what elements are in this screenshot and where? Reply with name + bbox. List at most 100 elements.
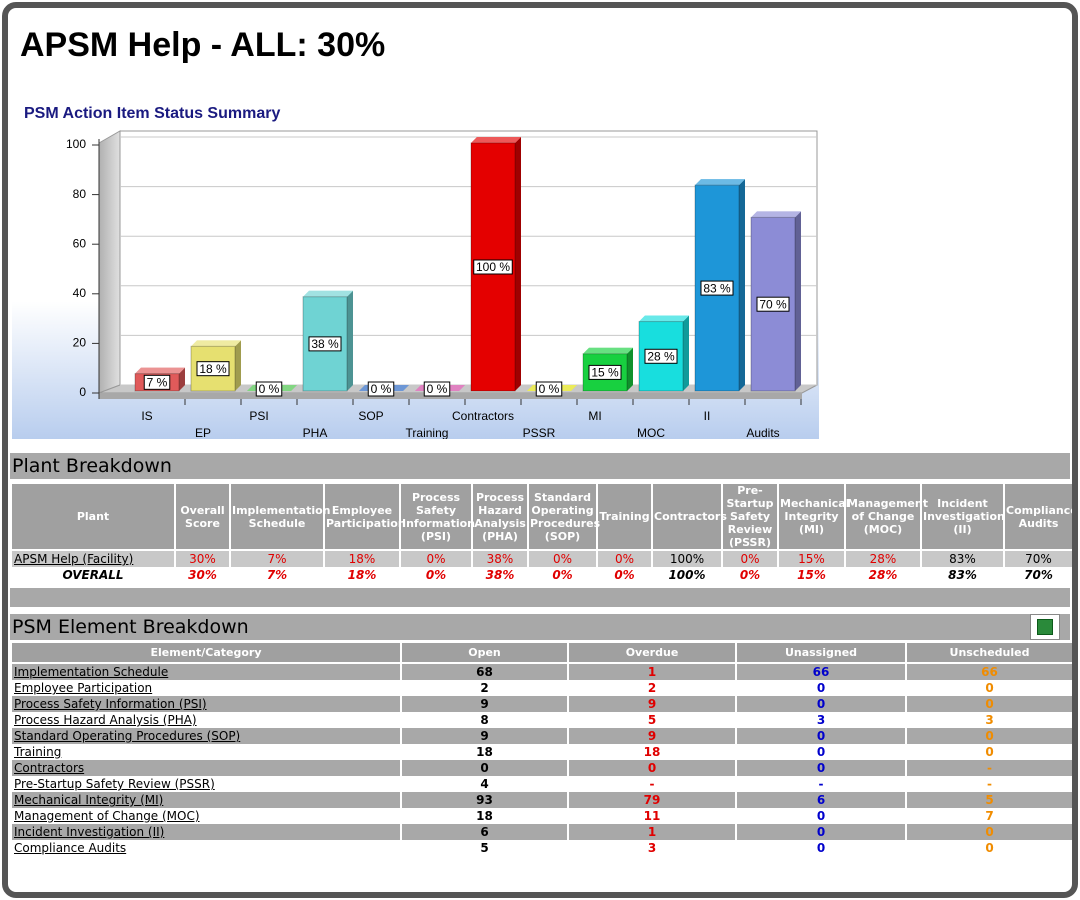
cell: 28% (844, 550, 922, 567)
element-link[interactable]: Standard Operating Procedures (SOP) (14, 729, 241, 743)
element-row: Training 18 18 0 0 (10, 744, 1072, 760)
element-link[interactable]: Training (14, 745, 62, 759)
cell: 3 (567, 840, 737, 856)
overall-row: OVERALL 30% 7% 18% 0% 38% 0% 0% 100% 0% 15% 28% 83% 7… (10, 567, 1072, 583)
value-label-box (143, 374, 171, 390)
element-link[interactable]: Management of Change (MOC) (14, 809, 200, 823)
bar-top (471, 137, 521, 143)
element-link[interactable]: Mechanical Integrity (MI) (14, 793, 164, 807)
bar-side (739, 179, 745, 391)
page-title: APSM Help - ALL: 30% (20, 26, 386, 64)
cell: 18 (567, 744, 737, 760)
element-link[interactable]: Contractors (14, 761, 85, 775)
column-header: Unassigned (735, 641, 907, 664)
bar-side (627, 347, 633, 391)
bar-side-shade (795, 211, 801, 391)
element-row: Process Hazard Analysis (PHA) 8 5 3 3 (10, 712, 1072, 728)
cell: 5 (567, 712, 737, 728)
export-excel-button[interactable] (1030, 614, 1060, 640)
cell: 15% (777, 567, 846, 583)
column-header: Implementation Schedule (229, 482, 331, 551)
bar-top (583, 347, 633, 354)
cell: 93 (400, 792, 569, 808)
cell: 0 (735, 824, 907, 840)
bar-top (191, 340, 241, 347)
bar-side (347, 290, 353, 391)
element-row: Incident Investigation (II) 6 1 0 0 (10, 824, 1072, 840)
cell: 0 (735, 760, 907, 776)
y-tick-label: 0 (79, 385, 86, 399)
element-link[interactable]: Incident Investigation (II) (14, 825, 165, 839)
floor-edge (99, 393, 802, 399)
bar-side-shade (347, 290, 353, 391)
x-tick-label: II (704, 409, 711, 423)
cell: OVERALL (10, 567, 176, 583)
x-tick-label: PHA (303, 426, 328, 439)
y-tick-label: 100 (66, 137, 86, 151)
value-label-box (473, 259, 513, 275)
cell: 0 (735, 680, 907, 696)
cell: 0 (735, 808, 907, 824)
bar-top (135, 367, 185, 374)
cell: 0% (399, 567, 473, 583)
element-link[interactable]: Pre-Startup Safety Review (PSSR) (14, 777, 215, 791)
column-header: Process Safety Information (PSI) (399, 482, 475, 551)
cell: Incident Investigation (II) (10, 824, 402, 840)
cell: 9 (567, 696, 737, 712)
element-link[interactable]: Process Safety Information (PSI) (14, 697, 207, 711)
cell: 0 (905, 824, 1072, 840)
cell: Process Hazard Analysis (PHA) (10, 712, 402, 728)
element-link[interactable]: Process Hazard Analysis (PHA) (14, 713, 197, 727)
cell: 6 (400, 824, 569, 840)
cell: 0% (721, 567, 779, 583)
cell: 66 (735, 663, 907, 680)
column-header: Training (596, 482, 653, 551)
cell: 18% (323, 550, 401, 567)
cell: 3 (735, 712, 907, 728)
element-link[interactable]: Implementation Schedule (14, 665, 169, 679)
value-label: 100 % (476, 260, 510, 274)
value-label: 28 % (647, 349, 675, 363)
element-link[interactable]: Compliance Audits (14, 841, 127, 855)
chart: PSM Action Item Status Summary 0 20 40 60 80… (12, 95, 819, 439)
value-label: 7 % (147, 375, 168, 389)
cell: 9 (400, 728, 569, 744)
plant-row: APSM Help (Facility) 30% 7% 18% 0% 38% 0% 0% 100… (10, 550, 1072, 567)
cell: 0% (527, 550, 598, 567)
column-header: Unscheduled (905, 641, 1072, 664)
cell: 15% (777, 550, 846, 567)
cell: 83% (920, 567, 1005, 583)
x-tick-label: MOC (637, 426, 665, 439)
column-header: Plant (10, 482, 176, 551)
x-tick-label: PSI (249, 409, 268, 423)
y-tick-label: 20 (73, 336, 87, 350)
element-row: Implementation Schedule 68 1 66 66 (10, 663, 1072, 680)
bar-side (795, 211, 801, 391)
cell: 2 (567, 680, 737, 696)
cell: Process Safety Information (PSI) (10, 696, 402, 712)
value-label: 70 % (759, 297, 787, 311)
plant-link[interactable]: APSM Help (Facility) (14, 552, 134, 566)
column-header: Overdue (567, 641, 737, 664)
bar-top (303, 290, 353, 297)
cell: 83% (920, 550, 1005, 567)
element-row: Mechanical Integrity (MI) 93 79 6 5 (10, 792, 1072, 808)
column-header: Standard Operating Procedures (SOP) (527, 482, 600, 551)
cell: 3 (905, 712, 1072, 728)
column-header: Open (400, 641, 569, 664)
value-label-box (644, 348, 678, 364)
bar-top (751, 211, 801, 218)
value-label-box (535, 381, 563, 397)
cell: - (905, 776, 1072, 792)
value-label: 18 % (199, 362, 227, 376)
bar-side-shade (235, 340, 241, 391)
section-header: PSM Element Breakdown (10, 614, 1070, 640)
value-label-box (196, 361, 230, 377)
cell: 4 (400, 776, 569, 792)
bar-top-shade (751, 211, 801, 218)
y-tick-label: 80 (73, 187, 87, 201)
element-link[interactable]: Employee Participation (14, 681, 153, 695)
bar-side (179, 367, 185, 391)
left-wall (98, 130, 121, 394)
cell: 8 (400, 712, 569, 728)
